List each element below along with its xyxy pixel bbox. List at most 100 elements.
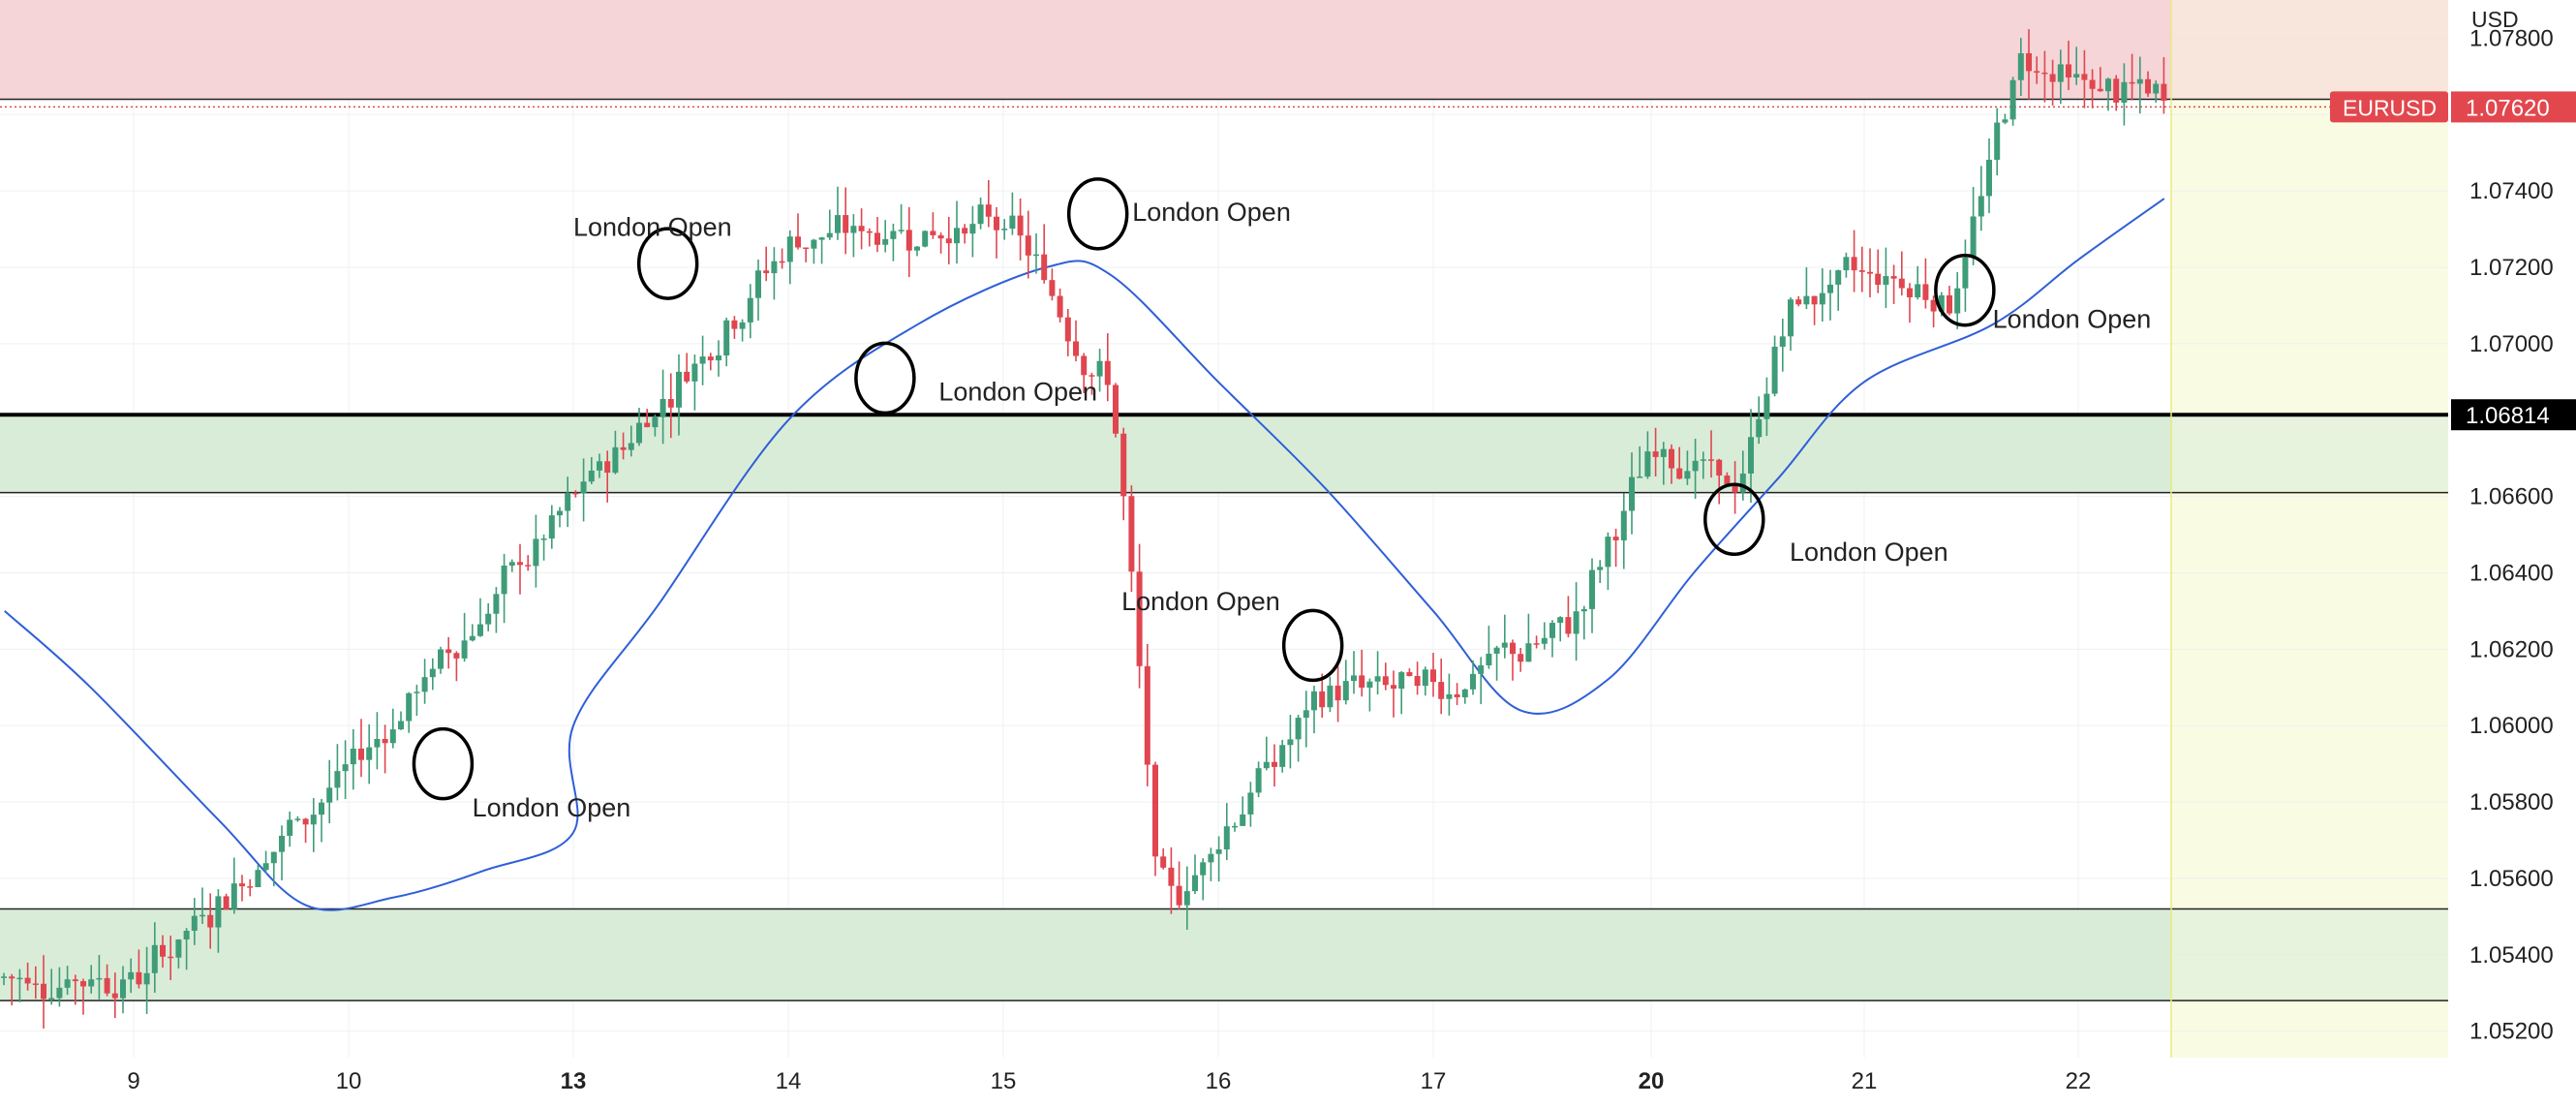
bullish-candle	[676, 371, 682, 408]
bearish-candle	[1113, 384, 1119, 434]
time-tick-label: 20	[1639, 1068, 1665, 1094]
bearish-candle	[1858, 270, 1865, 272]
bearish-candle	[763, 270, 770, 274]
time-tick-label: 14	[776, 1068, 802, 1094]
bearish-candle	[1152, 764, 1158, 857]
bearish-candle	[453, 653, 460, 659]
bullish-candle	[2073, 74, 2080, 77]
bullish-candle	[374, 739, 381, 748]
bullish-candle	[1478, 664, 1485, 674]
bearish-candle	[111, 993, 118, 999]
bullish-candle	[1422, 669, 1428, 687]
bullish-candle	[1247, 792, 1254, 815]
bearish-candle	[985, 204, 992, 217]
bearish-candle	[930, 231, 936, 235]
bearish-candle	[1898, 278, 1905, 289]
bearish-candle	[168, 956, 174, 959]
bullish-candle	[597, 461, 602, 471]
bullish-candle	[1915, 284, 1921, 298]
bearish-candle	[1454, 693, 1460, 697]
bullish-candle	[1938, 294, 1945, 312]
supply-zone	[0, 0, 2171, 100]
last-price-tag: 1.07620	[2466, 95, 2550, 121]
bearish-candle	[1518, 654, 1524, 662]
time-tick-label: 22	[2066, 1068, 2092, 1094]
time-tick-label: 16	[1206, 1068, 1232, 1094]
bullish-candle	[287, 819, 293, 836]
demand-zone-extension	[2171, 415, 2448, 493]
bearish-candle	[32, 983, 39, 985]
symbol-tag: EURUSD	[2343, 95, 2437, 120]
bearish-candle	[1652, 451, 1659, 457]
bullish-candle	[1739, 473, 1746, 493]
hand-drawn-circle	[1703, 482, 1765, 557]
bullish-candle	[1827, 284, 1833, 293]
bullish-candle	[739, 322, 746, 329]
bullish-candle	[438, 649, 444, 669]
bullish-candle	[414, 692, 420, 693]
london-open-label: London Open	[473, 793, 631, 822]
bullish-candle	[1549, 623, 1555, 638]
bullish-candle	[1644, 451, 1651, 477]
bullish-candle	[270, 851, 277, 864]
bullish-candle	[548, 515, 555, 539]
price-axis-background	[2448, 0, 2576, 1102]
bullish-candle	[183, 931, 190, 940]
bullish-candle	[1311, 691, 1317, 711]
bearish-candle	[795, 236, 801, 248]
hand-drawn-circle	[1281, 608, 1344, 683]
bullish-candle	[1461, 689, 1468, 697]
bearish-candle	[2097, 88, 2103, 92]
price-tick-label: 1.05400	[2469, 942, 2554, 969]
bullish-candle	[954, 228, 960, 244]
bearish-candle	[207, 914, 214, 928]
bullish-candle	[1525, 643, 1532, 662]
bearish-candle	[1064, 317, 1071, 342]
bullish-candle	[1788, 299, 1794, 337]
bullish-candle	[533, 538, 539, 567]
bearish-candle	[962, 228, 968, 234]
bearish-candle	[2066, 64, 2071, 77]
annotations-layer: London Open London Open London Open London …	[412, 177, 2151, 822]
bearish-candle	[1160, 856, 1167, 868]
bearish-candle	[1359, 675, 1365, 688]
bullish-candle	[215, 896, 222, 928]
bullish-candle	[1970, 216, 1977, 259]
bearish-candle	[525, 565, 532, 567]
bullish-candle	[1263, 761, 1270, 769]
bearish-candle	[1533, 643, 1540, 645]
bullish-candle	[1700, 459, 1706, 461]
bearish-candle	[302, 818, 309, 825]
bullish-candle	[1486, 653, 1492, 665]
bullish-candle	[1446, 693, 1453, 699]
bearish-candle	[1144, 665, 1150, 765]
bullish-candle	[128, 971, 135, 980]
bearish-candle	[517, 562, 523, 566]
bullish-candle	[2136, 78, 2143, 84]
time-axis[interactable]: 9 10 13 14 15 16 17 20 21 22	[0, 1058, 2448, 1102]
bearish-candle	[937, 234, 944, 239]
bearish-candle	[1867, 271, 1873, 274]
bullish-candle	[716, 355, 721, 361]
bullish-candle	[1637, 477, 1643, 478]
bearish-candle	[874, 232, 880, 245]
bullish-candle	[565, 492, 571, 511]
bearish-candle	[2145, 78, 2151, 94]
bearish-candle	[2129, 81, 2135, 84]
bullish-candle	[1986, 159, 1992, 197]
bearish-candle	[136, 971, 142, 985]
bearish-candle	[1057, 295, 1063, 318]
bullish-candle	[143, 972, 150, 985]
bearish-candle	[1081, 355, 1088, 376]
bearish-candle	[1136, 571, 1143, 666]
bullish-candle	[1096, 360, 1103, 377]
bullish-candle	[429, 668, 436, 678]
moving-average-layer	[4, 198, 2165, 911]
bullish-candle	[2002, 119, 2009, 123]
bullish-candle	[1684, 471, 1691, 479]
bullish-candle	[540, 538, 547, 540]
bullish-candle	[1605, 537, 1611, 568]
bearish-candle	[731, 320, 738, 329]
